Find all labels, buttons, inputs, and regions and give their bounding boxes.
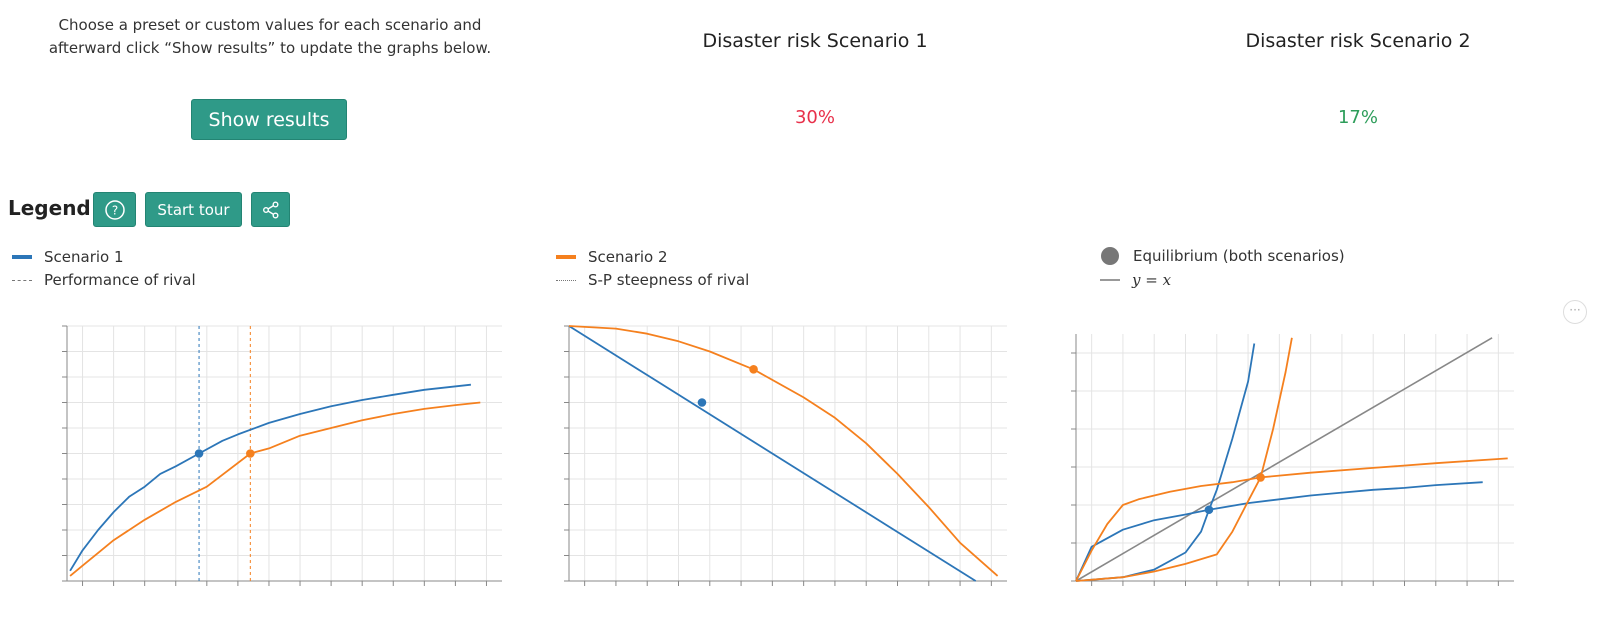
question-circle-icon: ? <box>104 199 125 220</box>
legend-title: Legend <box>8 196 91 220</box>
legend-item-identity[interactable]: y = x <box>1100 271 1171 289</box>
scenario2-title: Disaster risk Scenario 2 <box>1245 30 1471 52</box>
legend-label: Scenario 2 <box>588 248 668 266</box>
scenario1-line <box>69 383 471 572</box>
legend-label: Performance of rival <box>44 271 196 289</box>
safety-performance-chart <box>564 325 1007 586</box>
legend-label: S-P steepness of rival <box>588 271 750 289</box>
show-results-button[interactable]: Show results <box>191 99 347 140</box>
contest-success-chart <box>62 325 502 586</box>
more-options-icon[interactable]: ··· <box>1563 300 1587 324</box>
scenario2-risk-value: 17% <box>1337 107 1378 128</box>
share-icon <box>262 201 278 218</box>
identity-line-swatch <box>1100 279 1120 281</box>
scenario1-line <box>1075 343 1256 582</box>
scenario2-line <box>69 401 481 577</box>
scenario1-point <box>194 449 204 458</box>
scenario2-line <box>1075 457 1508 582</box>
legend-label: y = x <box>1132 271 1172 289</box>
dashed-line-swatch <box>12 279 32 281</box>
legend-item-scenario2[interactable]: Scenario 2 <box>556 248 668 266</box>
scenario1-point <box>1204 505 1214 515</box>
start-tour-button[interactable]: Start tour <box>145 192 242 227</box>
scenario2-point <box>1256 473 1265 482</box>
scenario2-point <box>749 365 758 374</box>
legend-item-equilibrium[interactable]: Equilibrium (both scenarios) <box>1100 247 1345 265</box>
scenario1-line <box>1075 481 1483 582</box>
best-response-chart <box>1071 334 1514 586</box>
legend-item-scenario1[interactable]: Scenario 1 <box>12 248 124 266</box>
scenario2-point <box>246 449 255 458</box>
legend-label: Equilibrium (both scenarios) <box>1133 247 1345 265</box>
scenario1-risk-value: 30% <box>794 107 835 128</box>
scenario1-point <box>697 398 707 407</box>
help-button[interactable]: ? <box>93 192 136 227</box>
scenario1-line <box>568 325 977 582</box>
legend-item-rival-performance[interactable]: Performance of rival <box>12 271 196 289</box>
scenario2-line <box>568 325 999 577</box>
legend-label: Scenario 1 <box>44 248 124 266</box>
share-button[interactable] <box>251 192 290 227</box>
scenario1-swatch <box>12 255 32 259</box>
scenario2-swatch <box>556 255 576 259</box>
equilibrium-marker-icon <box>1101 247 1119 265</box>
scenario2-line <box>1075 337 1293 582</box>
intro-text: Choose a preset or custom values for eac… <box>48 16 492 57</box>
legend-item-sp-steepness[interactable]: S-P steepness of rival <box>556 271 749 289</box>
scenario1-title: Disaster risk Scenario 1 <box>702 30 928 52</box>
identity-line <box>1075 337 1493 582</box>
svg-text:?: ? <box>111 203 117 217</box>
dotted-line-swatch <box>556 279 576 281</box>
